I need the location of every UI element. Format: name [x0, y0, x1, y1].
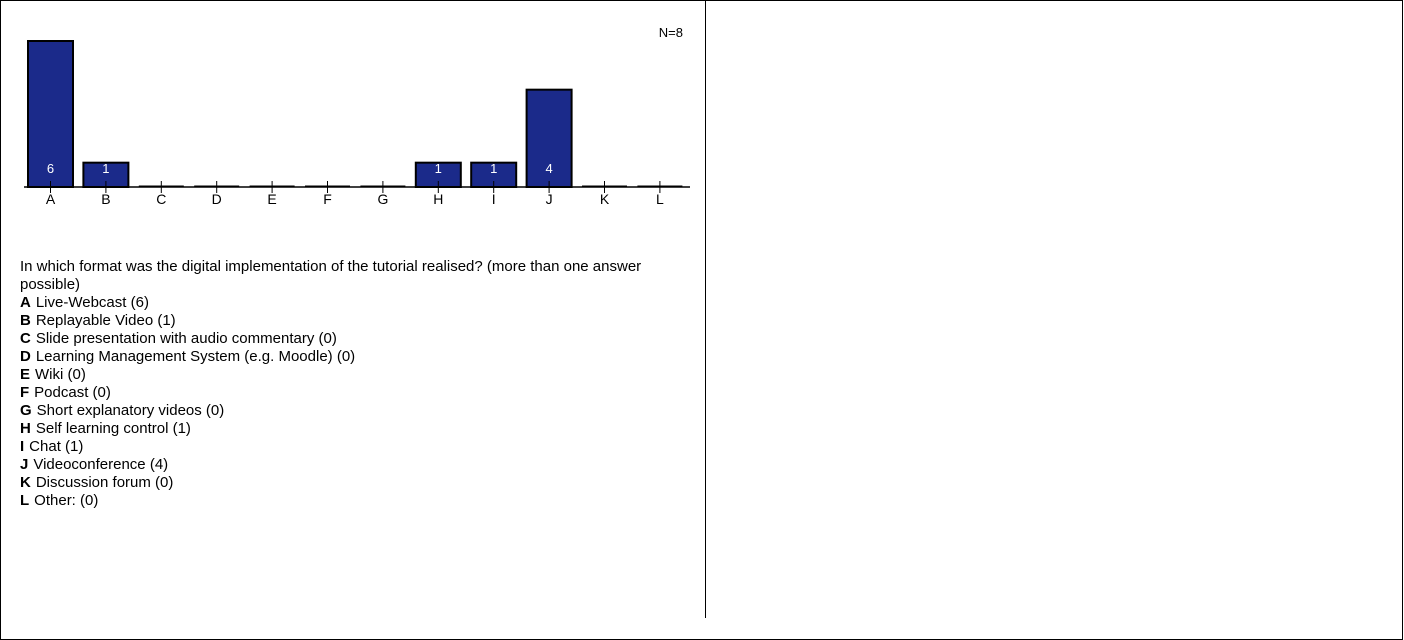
answer-option-label: Short explanatory videos (0) — [36, 402, 225, 419]
answer-option-key: L — [20, 492, 30, 509]
answer-option-D: D Learning Management System (e.g. Moodle… — [20, 348, 700, 366]
answer-option-key: I — [20, 438, 25, 455]
x-tick-label-D: D — [212, 191, 222, 207]
answer-option-key: J — [20, 456, 29, 473]
sample-size-label: N=8 — [659, 25, 683, 40]
answer-option-label: Slide presentation with audio commentary… — [35, 330, 337, 347]
answer-option-key: H — [20, 420, 31, 437]
answer-option-L: L Other: (0) — [20, 492, 700, 510]
value-label-A: 6 — [47, 161, 54, 176]
answer-option-key: D — [20, 348, 31, 365]
value-label-I: 1 — [490, 161, 497, 176]
answer-option-key: K — [20, 474, 31, 491]
value-label-J: 4 — [545, 161, 552, 176]
answer-option-key: F — [20, 384, 30, 401]
question-text: In which format was the digital implemen… — [20, 258, 642, 293]
answer-option-label: Wiki (0) — [35, 366, 86, 383]
answer-option-key: C — [20, 330, 31, 347]
x-tick-label-E: E — [267, 191, 276, 207]
answer-option-key: G — [20, 402, 32, 419]
answer-option-E: E Wiki (0) — [20, 366, 700, 384]
answer-option-label: Live-Webcast (6) — [35, 294, 149, 311]
answer-option-key: E — [20, 366, 31, 383]
x-tick-label-K: K — [600, 191, 610, 207]
x-tick-label-H: H — [433, 191, 443, 207]
value-label-H: 1 — [435, 161, 442, 176]
answer-option-K: K Discussion forum (0) — [20, 474, 700, 492]
answer-option-G: G Short explanatory videos (0) — [20, 402, 700, 420]
question-block: In which format was the digital implemen… — [20, 258, 700, 510]
answer-option-H: H Self learning control (1) — [20, 420, 700, 438]
column-divider — [705, 0, 706, 618]
answer-option-label: Self learning control (1) — [35, 420, 191, 437]
answer-option-B: B Replayable Video (1) — [20, 312, 700, 330]
answer-option-label: Discussion forum (0) — [35, 474, 174, 491]
answer-option-label: Videoconference (4) — [33, 456, 169, 473]
answer-option-key: B — [20, 312, 31, 329]
x-tick-label-G: G — [377, 191, 388, 207]
bar-chart: N=8 A B C D E F G H I J K L 6 1 1 1 4 — [24, 25, 690, 207]
answer-option-key: A — [20, 294, 31, 311]
x-tick-label-J: J — [546, 191, 553, 207]
x-tick-label-I: I — [492, 191, 496, 207]
x-tick-label-B: B — [101, 191, 110, 207]
answer-option-J: J Videoconference (4) — [20, 456, 700, 474]
answer-option-label: Podcast (0) — [34, 384, 111, 401]
x-tick-label-A: A — [46, 191, 56, 207]
answer-options: A Live-Webcast (6) B Replayable Video (1) C S… — [20, 294, 700, 510]
answer-option-label: Learning Management System (e.g. Moodle)… — [35, 348, 356, 365]
value-label-B: 1 — [102, 161, 109, 176]
answer-option-label: Other: (0) — [34, 492, 99, 509]
answer-option-label: Chat (1) — [29, 438, 84, 455]
answer-option-F: F Podcast (0) — [20, 384, 700, 402]
answer-option-I: I Chat (1) — [20, 438, 700, 456]
answer-option-label: Replayable Video (1) — [35, 312, 176, 329]
x-tick-label-F: F — [323, 191, 332, 207]
x-tick-label-L: L — [656, 191, 664, 207]
x-tick-label-C: C — [156, 191, 166, 207]
answer-option-A: A Live-Webcast (6) — [20, 294, 700, 312]
answer-option-C: C Slide presentation with audio commentar… — [20, 330, 700, 348]
